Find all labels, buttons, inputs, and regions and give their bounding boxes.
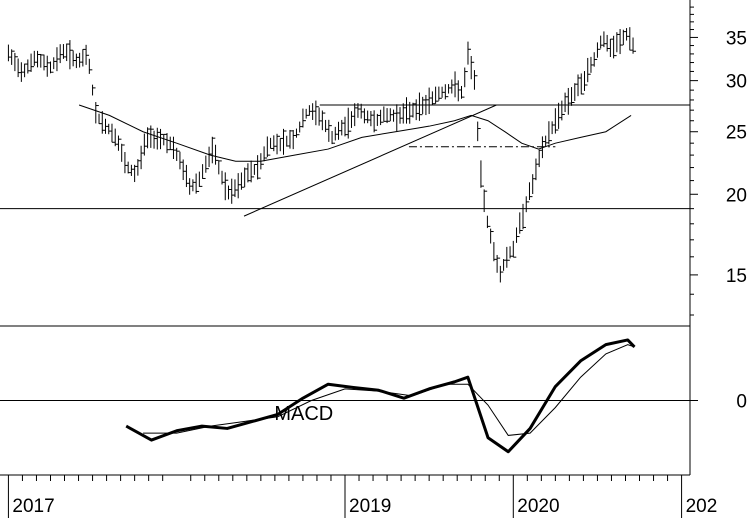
- macd-y-tick-label: 0: [736, 392, 747, 413]
- moving-average-line: [78, 104, 632, 162]
- macd-signal-line: [143, 344, 635, 436]
- price-y-tick-label: 25: [726, 123, 747, 144]
- price-y-tick-label: 20: [726, 185, 747, 206]
- macd-annotation: MACD: [274, 403, 333, 425]
- x-tick-label: 2020: [517, 496, 559, 517]
- price-y-tick-label: 15: [726, 266, 747, 287]
- x-tick-label: 2017: [12, 496, 54, 517]
- macd-line: [125, 338, 636, 454]
- x-tick-label: 2019: [349, 496, 391, 517]
- trend-line: [243, 104, 497, 217]
- price-y-tick-label: 35: [726, 28, 747, 49]
- x-tick-label: 202: [686, 496, 718, 517]
- price-y-tick-label: 30: [726, 72, 747, 93]
